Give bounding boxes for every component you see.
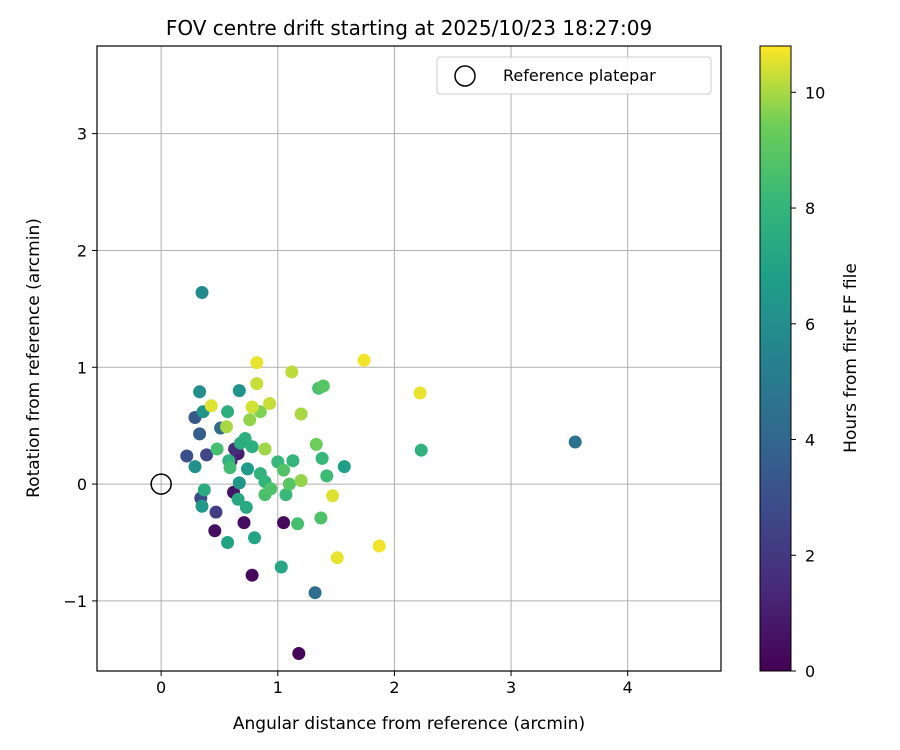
- data-point: [197, 483, 211, 497]
- data-point: [245, 400, 259, 414]
- data-point: [277, 516, 291, 530]
- data-point: [282, 477, 296, 491]
- chart-title: FOV centre drift starting at 2025/10/23 …: [166, 16, 652, 40]
- data-point: [208, 524, 222, 538]
- data-point: [277, 463, 291, 477]
- data-point: [195, 499, 209, 513]
- x-tick-label: 3: [506, 678, 516, 697]
- data-point: [568, 435, 582, 449]
- data-point: [239, 500, 253, 514]
- data-point: [209, 505, 223, 519]
- data-point: [308, 586, 322, 600]
- data-point: [326, 489, 340, 503]
- legend-box: [436, 56, 712, 95]
- data-point: [245, 568, 259, 582]
- data-point: [263, 397, 277, 410]
- colorbar-ticks: 0 2 4 6 8 10: [791, 83, 825, 681]
- data-point: [315, 451, 329, 465]
- x-tick-label: 2: [389, 678, 399, 697]
- x-tick-label: 4: [623, 678, 633, 697]
- data-point: [234, 436, 247, 450]
- legend-label: Reference platepar: [503, 66, 656, 85]
- data-point: [294, 474, 308, 488]
- data-point: [413, 386, 427, 400]
- colorbar-tick-label: 10: [805, 83, 825, 102]
- data-point: [316, 379, 330, 393]
- data-point: [248, 531, 261, 545]
- legend: Reference platepar: [436, 56, 712, 95]
- data-point: [320, 469, 334, 483]
- data-point: [337, 460, 351, 474]
- data-point: [200, 448, 214, 462]
- colorbar-tick-label: 0: [805, 662, 815, 681]
- data-point: [232, 384, 246, 398]
- data-point: [264, 482, 278, 496]
- colorbar-label: Hours from first FF file: [841, 263, 861, 453]
- reference-marker: [150, 473, 172, 495]
- y-tick-label: 0: [77, 475, 87, 494]
- colorbar-tick-label: 4: [805, 431, 815, 450]
- data-point: [372, 539, 386, 553]
- colorbar-gradient: [759, 45, 792, 672]
- data-point: [274, 560, 288, 574]
- data-point: [221, 405, 235, 419]
- data-point: [223, 461, 237, 475]
- data-point: [258, 442, 272, 456]
- data-point: [195, 286, 209, 299]
- x-axis-label: Angular distance from reference (arcmin): [233, 714, 585, 734]
- data-point: [245, 440, 259, 454]
- plot-frame: [96, 45, 722, 672]
- x-axis-ticks: 0 1 2 3 4: [156, 671, 633, 697]
- data-point: [294, 407, 308, 421]
- data-point: [330, 551, 344, 565]
- data-point: [250, 377, 264, 391]
- data-points: [180, 286, 582, 660]
- colorbar-tick-label: 8: [805, 199, 815, 218]
- y-axis-label: Rotation from reference (arcmin): [24, 218, 44, 498]
- colorbar: 0 2 4 6 8 10 Hours from first FF file: [759, 45, 861, 681]
- y-tick-label: 3: [77, 125, 87, 144]
- data-point: [220, 420, 233, 434]
- data-point: [286, 454, 300, 468]
- data-point: [221, 536, 235, 549]
- data-point: [292, 647, 306, 660]
- y-tick-label: 2: [77, 241, 87, 260]
- data-point: [210, 442, 224, 456]
- data-point: [193, 385, 207, 399]
- data-point: [243, 413, 257, 427]
- x-tick-label: 0: [156, 678, 166, 697]
- data-point: [231, 492, 245, 506]
- data-point: [250, 356, 264, 370]
- data-point: [237, 516, 251, 530]
- data-point: [414, 443, 428, 457]
- data-point: [241, 462, 254, 476]
- data-point: [232, 476, 246, 490]
- data-point: [279, 488, 293, 502]
- legend-marker: [454, 65, 476, 87]
- data-point: [188, 460, 202, 474]
- data-point: [291, 517, 305, 531]
- data-point: [204, 399, 218, 413]
- y-tick-label: 1: [77, 358, 87, 377]
- data-point: [285, 365, 299, 379]
- y-tick-label: −1: [63, 592, 87, 611]
- data-point: [314, 511, 328, 525]
- data-point: [193, 427, 207, 441]
- data-point: [357, 353, 371, 367]
- data-point: [180, 449, 194, 463]
- grid-lines: [97, 46, 721, 671]
- colorbar-tick-label: 6: [805, 315, 815, 334]
- data-point: [309, 437, 323, 451]
- x-tick-label: 1: [273, 678, 283, 697]
- colorbar-tick-label: 2: [805, 546, 815, 565]
- y-axis-ticks: −1 0 1 2 3: [63, 125, 97, 611]
